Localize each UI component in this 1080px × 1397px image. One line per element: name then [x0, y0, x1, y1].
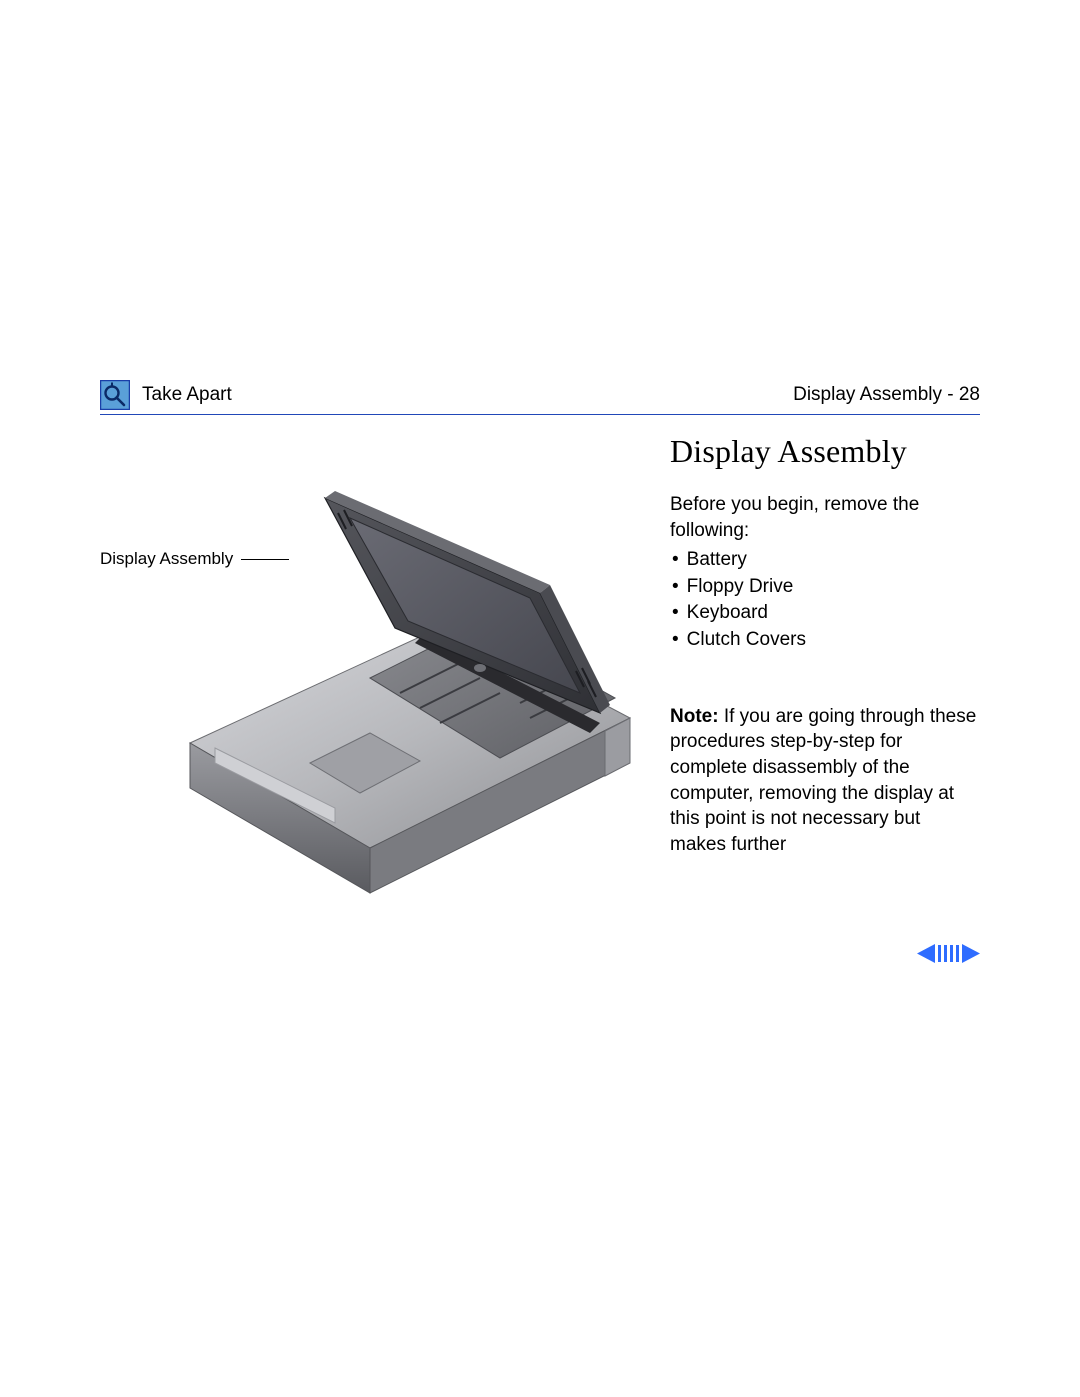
section-name: Take Apart [142, 384, 793, 406]
note-label: Note: [670, 706, 719, 727]
prev-page-button[interactable] [917, 944, 935, 963]
next-page-button[interactable] [962, 944, 980, 963]
list-item: Floppy Drive [670, 574, 980, 601]
list-item: Clutch Covers [670, 627, 980, 654]
laptop-illustration [160, 463, 640, 923]
nav-position-indicator [938, 945, 959, 962]
take-apart-icon [100, 380, 130, 410]
page-nav [917, 944, 980, 963]
intro-text: Before you begin, remove the following: [670, 492, 980, 543]
figure-column: Display Assembly [100, 433, 650, 923]
list-item: Battery [670, 547, 980, 574]
list-item: Keyboard [670, 600, 980, 627]
remove-list: Battery Floppy Drive Keyboard Clutch Cov… [670, 547, 980, 653]
note-text: If you are going through these procedure… [670, 706, 976, 855]
page-header: Take Apart Display Assembly - 28 [100, 380, 980, 415]
content-row: Display Assembly [100, 433, 980, 923]
manual-page: Take Apart Display Assembly - 28 Display… [100, 380, 980, 923]
page-title: Display Assembly [670, 433, 980, 470]
note-paragraph: Note: If you are going through these pro… [670, 704, 980, 858]
page-reference: Display Assembly - 28 [793, 384, 980, 406]
text-column: Display Assembly Before you begin, remov… [650, 433, 980, 858]
